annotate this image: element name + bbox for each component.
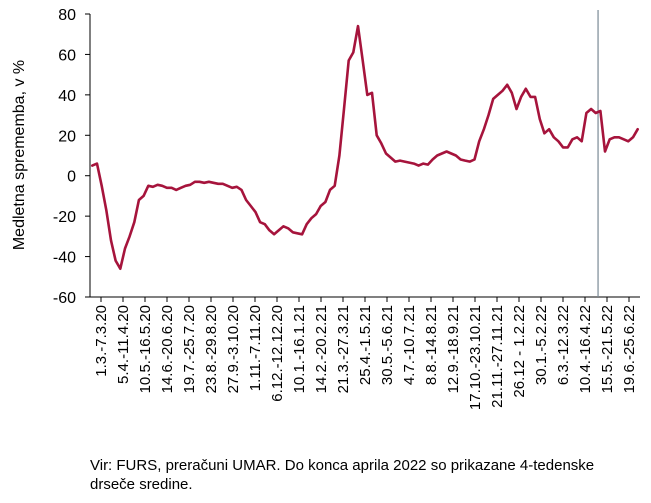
x-tick-label: 25.4.-1.5.21 (357, 305, 374, 385)
x-tick-label: 1.3.-7.3.20 (93, 305, 110, 377)
x-tick-label: 14.2.-20.2.21 (313, 305, 330, 393)
x-tick-label: 10.5.-16.5.20 (137, 305, 154, 393)
x-tick-label: 19.7.-25.7.20 (181, 305, 198, 393)
y-tick-label: -40 (53, 250, 76, 267)
x-tick-label: 6.12.-12.12.20 (269, 305, 286, 402)
x-tick-label: 6.3.-12.3.22 (555, 305, 572, 385)
y-tick-label: 20 (58, 128, 76, 145)
x-tick-label: 1.11.-7.11.20 (247, 305, 264, 391)
x-tick-label: 12.9.-18.9.21 (445, 305, 462, 393)
y-tick-label: 80 (58, 7, 76, 24)
x-tick-label: 14.6.-20.6.20 (159, 305, 176, 393)
x-tick-label: 26.12 - 1.2.22 (511, 305, 528, 398)
y-tick-label: -60 (53, 290, 76, 307)
x-tick-label: 21.11.-27.11.21 (489, 305, 506, 408)
x-tick-label: 30.1.-5.2.22 (533, 305, 550, 385)
y-axis-tick-marks (85, 13, 90, 298)
x-tick-label: 10.4.-16.4.22 (577, 305, 594, 393)
y-tick-label: 60 (58, 47, 76, 64)
x-tick-label: 15.5.-21.5.22 (599, 305, 616, 393)
series-line (91, 24, 639, 270)
x-tick-label: 23.8.-29.8.20 (203, 305, 220, 393)
x-tick-label: 27.9.-3.10.20 (225, 305, 242, 393)
y-tick-label: -20 (53, 209, 76, 226)
x-tick-label: 19.6.-25.6.22 (621, 305, 638, 393)
x-tick-label: 30.5.-5.6.21 (379, 305, 396, 385)
x-tick-label: 5.4.-11.4.20 (115, 305, 132, 384)
x-tick-label: 21.3.-27.3.21 (335, 305, 352, 393)
x-tick-label: 10.1.-16.1.21 (291, 305, 308, 393)
x-axis-tick-marks (100, 297, 630, 302)
source-note: Vir: FURS, preračuni UMAR. Do konca apri… (90, 457, 595, 493)
x-tick-label: 4.7.-10.7.21 (401, 305, 418, 385)
y-axis-label: Medletna sprememba, v % (11, 60, 28, 250)
x-tick-label: 17.10.-23.10.21 (467, 305, 484, 410)
y-axis-ticks: -60 -40 -20 0 20 40 60 80 (53, 7, 76, 307)
x-tick-label: 8.8.-14.8.21 (423, 305, 440, 385)
y-tick-label: 0 (67, 169, 76, 186)
y-tick-label: 40 (58, 88, 76, 105)
x-axis-tick-labels: 1.3.-7.3.20 5.4.-11.4.20 10.5.-16.5.20 14.6… (93, 305, 638, 410)
